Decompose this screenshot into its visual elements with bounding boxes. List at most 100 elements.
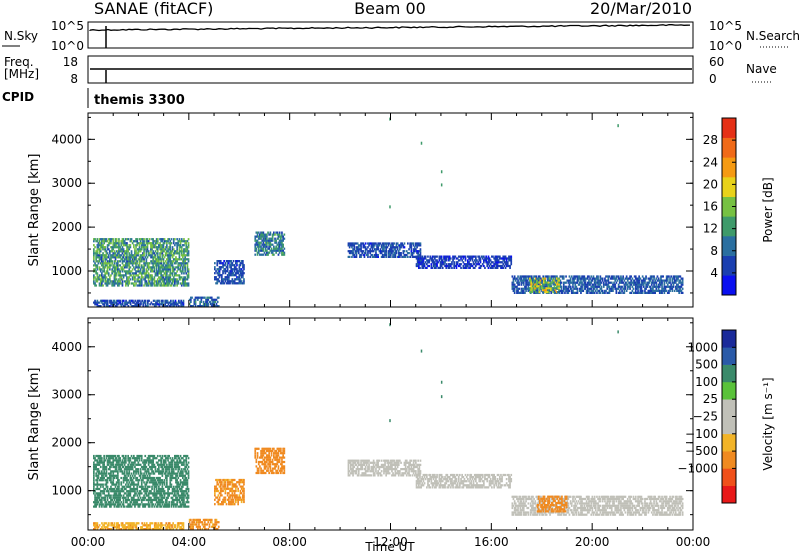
data-cell [594,288,596,290]
data-cell [266,236,268,238]
data-cell [624,292,626,294]
data-cell [428,259,430,261]
data-cell [114,488,116,490]
data-cell [102,244,104,246]
data-cell [585,280,587,282]
data-cell [104,497,106,499]
data-cell [177,477,179,479]
data-cell [106,254,108,256]
data-cell [148,272,150,274]
data-cell [181,252,183,254]
data-cell [166,464,168,466]
data-cell [673,286,675,288]
data-cell [166,244,168,246]
data-cell [140,503,142,505]
data-cell [181,264,183,266]
station-title: SANAE (fitACF) [94,0,213,18]
data-cell [169,268,171,270]
data-cell [188,238,190,240]
data-cell [98,262,100,264]
data-cell [115,258,117,260]
data-cell [163,258,165,260]
data-cell [577,290,579,292]
data-cell [141,473,143,475]
data-cell [112,248,114,250]
data-cell [528,278,530,280]
data-cell [449,259,451,261]
data-cell [148,470,150,472]
data-cell [444,261,446,263]
data-cell [499,256,501,258]
data-cell [214,266,216,268]
data-cell [164,262,166,264]
data-cell [353,254,355,256]
data-cell [176,459,178,461]
data-cell [104,488,106,490]
data-cell [118,284,120,286]
data-cell [141,282,143,284]
data-cell [181,488,183,490]
data-cell [561,282,563,284]
data-cell [266,244,268,246]
data-cell [596,292,598,294]
data-cell [93,479,95,481]
data-cell [173,501,175,503]
data-cell [260,238,262,240]
data-cell [664,292,666,294]
data-cell [411,250,413,252]
data-cell [648,284,650,286]
data-cell [542,275,544,277]
data-cell [152,250,154,252]
data-cell [123,481,125,483]
data-cell [630,284,632,286]
data-cell [548,279,550,281]
data-cell [106,250,108,252]
data-cell [260,242,262,244]
data-cell [154,268,156,270]
data-cell [128,473,130,475]
data-cell [104,266,106,268]
data-cell [440,267,442,269]
data-cell [601,288,603,290]
data-cell [620,292,622,294]
data-cell [570,278,572,280]
data-cell [530,285,532,287]
data-cell [164,250,166,252]
data-cell [188,284,190,286]
data-cell [258,248,260,250]
data-cell [112,501,114,503]
data-cell [93,475,95,477]
data-cell [587,278,589,280]
data-cell [678,292,680,294]
data-cell [514,292,516,294]
data-cell [351,246,353,248]
data-cell [104,274,106,276]
data-cell [220,260,222,262]
data-cell [630,280,632,282]
data-cell [536,283,538,285]
data-cell [282,250,284,252]
data-cell [214,301,216,303]
data-cell [123,276,125,278]
data-cell [119,492,121,494]
data-cell [127,464,129,466]
data-cell [163,488,165,490]
data-cell [539,287,541,289]
data-cell [162,484,164,486]
data-cell [103,464,105,466]
data-cell [97,479,99,481]
data-cell [107,481,109,483]
data-cell [634,280,636,282]
data-cell [147,238,149,240]
data-cell [163,260,165,262]
data-cell [142,486,144,488]
data-cell [138,462,140,464]
data-cell [234,264,236,266]
data-cell [544,279,546,281]
data-cell [351,256,353,258]
data-cell [122,488,124,490]
data-cell [107,497,109,499]
data-cell [146,466,148,468]
data-cell [364,256,366,258]
data-cell [136,501,138,503]
